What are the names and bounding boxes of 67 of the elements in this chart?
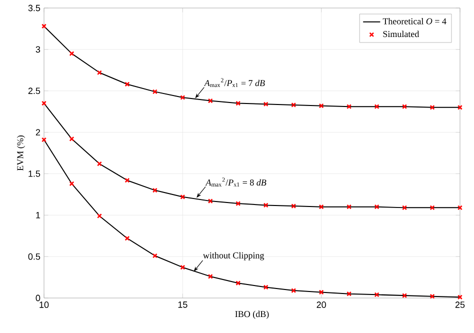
point	[152, 89, 158, 94]
point	[124, 178, 130, 183]
point	[124, 82, 130, 87]
point	[346, 104, 352, 110]
point	[291, 102, 296, 108]
point	[69, 136, 74, 142]
point	[96, 213, 102, 218]
point	[124, 236, 130, 241]
point	[69, 181, 74, 186]
y-tick-label: 2.5	[28, 88, 40, 94]
point	[180, 194, 186, 200]
point	[374, 204, 380, 210]
point	[42, 24, 46, 29]
point	[458, 205, 462, 210]
point	[263, 102, 268, 107]
x-tick-label: 20	[316, 302, 326, 308]
point	[346, 291, 352, 296]
point	[42, 137, 46, 142]
point	[180, 264, 186, 270]
point	[402, 293, 408, 298]
point	[291, 204, 296, 209]
point	[96, 70, 102, 76]
point	[152, 188, 158, 193]
point	[318, 204, 324, 210]
point	[263, 202, 268, 208]
point	[430, 104, 435, 110]
point	[430, 294, 435, 299]
point	[69, 51, 74, 56]
x-tick-label: 15	[178, 302, 188, 308]
point	[180, 95, 186, 100]
x-tick-label: 10	[40, 302, 49, 308]
point	[236, 201, 241, 206]
point	[42, 100, 46, 106]
point	[402, 205, 408, 210]
point	[318, 290, 324, 295]
y-tick-label: 3	[36, 46, 40, 53]
y-tick-label: 3.5	[28, 4, 40, 12]
point	[374, 104, 380, 110]
point	[236, 100, 241, 106]
point	[291, 288, 296, 294]
point	[318, 103, 324, 108]
point	[208, 98, 213, 104]
point	[96, 161, 102, 166]
y-axis-title: EVM (%)	[16, 136, 26, 171]
point	[374, 292, 380, 298]
point	[430, 205, 435, 210]
annotation: without Clipping	[202, 252, 264, 260]
legend-label: Simulated	[383, 30, 420, 38]
y-tick-label: 1	[36, 212, 40, 218]
y-tick-label: 2	[36, 129, 40, 136]
point	[458, 294, 462, 300]
point	[236, 280, 241, 286]
point	[263, 284, 268, 290]
point	[458, 104, 462, 110]
point	[402, 104, 408, 110]
y-tick-label: 0	[36, 294, 40, 302]
point	[208, 198, 213, 204]
y-tick-label: 1.5	[28, 170, 40, 177]
x-tick-label: 25	[455, 302, 465, 308]
point	[346, 204, 352, 210]
legend-label: Theoretical O = 4	[382, 18, 446, 24]
x-axis-title: IBO (dB)	[235, 310, 269, 319]
point	[208, 274, 213, 279]
annotation: A$_{max}$$^{2}$/P$_{x1}$ = 8 dB	[205, 178, 266, 187]
annotation: A$_{max}$$^{2}$/P$_{x1}$ = 7 dB	[204, 78, 265, 88]
point	[152, 253, 158, 258]
y-tick-label: 0.5	[28, 253, 40, 260]
